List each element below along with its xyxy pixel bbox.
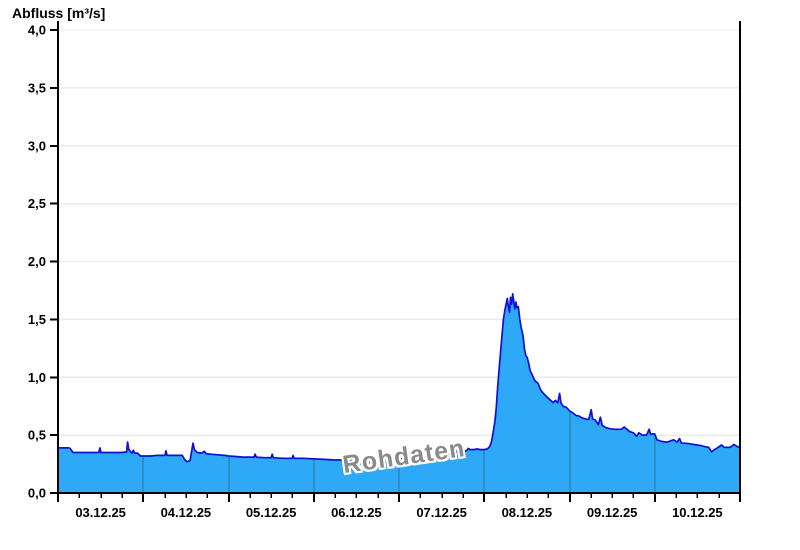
discharge-curve <box>57 293 741 463</box>
y-axis-tick-label: 3,5 <box>28 80 46 95</box>
x-axis-tick-label: 09.12.25 <box>587 505 638 520</box>
x-axis-tick-label: 07.12.25 <box>416 505 467 520</box>
y-axis-tick-label: 1,0 <box>28 370 46 385</box>
x-axis-tick-label: 08.12.25 <box>502 505 553 520</box>
y-axis-tick-label: 2,0 <box>28 254 46 269</box>
chart-title: Abfluss [m³/s] <box>12 5 106 21</box>
y-axis-tick-label: 2,5 <box>28 196 46 211</box>
x-axis-tick-label: 06.12.25 <box>331 505 382 520</box>
y-axis-tick-label: 0,5 <box>28 428 46 443</box>
x-axis-tick-label: 03.12.25 <box>75 505 126 520</box>
y-axis-tick-label: 0,0 <box>28 486 46 501</box>
x-axis-tick-label: 04.12.25 <box>161 505 212 520</box>
y-axis-tick-label: 4,0 <box>28 23 46 38</box>
x-axis-tick-label: 05.12.25 <box>246 505 297 520</box>
x-axis-tick-label: 10.12.25 <box>672 505 723 520</box>
y-axis-tick-label: 3,0 <box>28 138 46 153</box>
y-axis-tick-label: 1,5 <box>28 312 46 327</box>
